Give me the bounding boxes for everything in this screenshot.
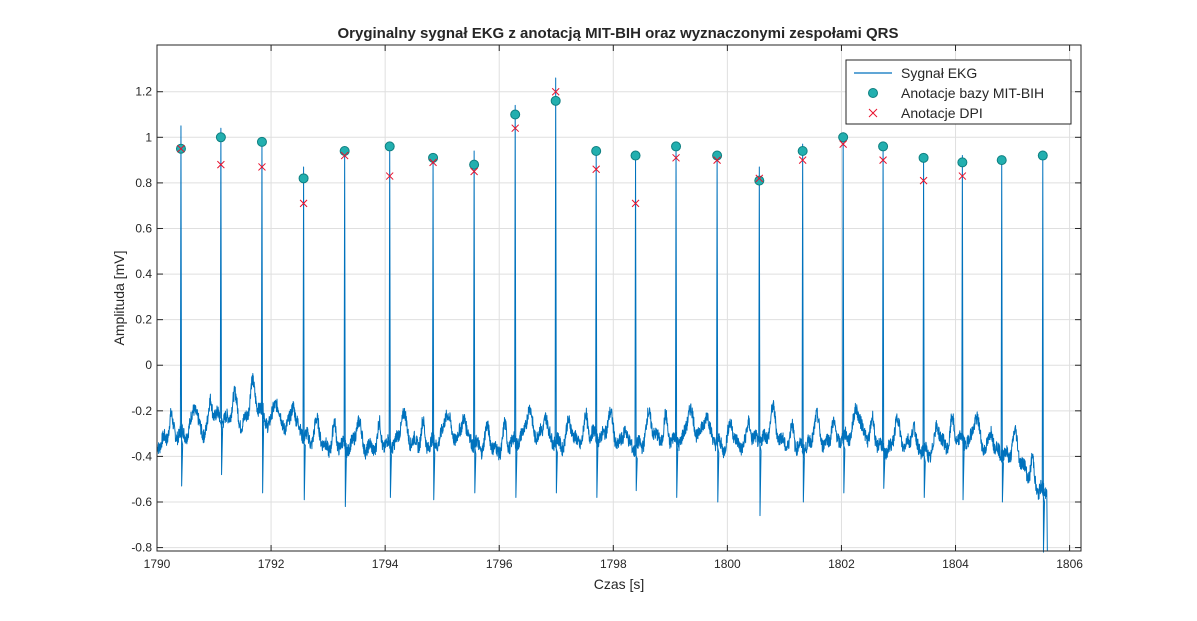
dpi-point bbox=[470, 167, 478, 176]
mitbih-point bbox=[671, 141, 682, 152]
mitbih-point bbox=[510, 109, 521, 120]
mitbih-point bbox=[918, 152, 929, 163]
mitbih-point bbox=[550, 95, 561, 106]
legend: Sygnał EKG Anotacje bazy MIT-BIH Anotacj… bbox=[845, 59, 1072, 125]
plot-area: 1790 1792 1794 1796 1798 1800 1802 1804 1806 -0.8… bbox=[131, 44, 1083, 571]
x-tick-label: 1798 bbox=[600, 557, 627, 571]
dpi-point bbox=[672, 153, 680, 162]
x-tick-label: 1802 bbox=[828, 557, 855, 571]
mitbih-point bbox=[215, 132, 226, 143]
legend-entry-signal: Sygnał EKG bbox=[901, 65, 977, 81]
x-tick-label: 1800 bbox=[714, 557, 741, 571]
y-tick-label: 0.2 bbox=[135, 313, 152, 327]
mitbih-point bbox=[838, 132, 849, 143]
mitbih-point bbox=[256, 136, 267, 147]
legend-entry-mitbih: Anotacje bazy MIT-BIH bbox=[901, 85, 1044, 101]
legend-x-swatch bbox=[868, 108, 878, 118]
legend-entry-dpi: Anotacje DPI bbox=[901, 105, 983, 121]
chart-title: Oryginalny sygnał EKG z anotacją MIT-BIH… bbox=[338, 25, 899, 42]
x-tick-label: 1796 bbox=[486, 557, 513, 571]
mitbih-point bbox=[630, 150, 641, 161]
plot-border bbox=[156, 44, 1082, 552]
legend-circle-swatch bbox=[868, 88, 878, 98]
dpi-point bbox=[299, 199, 308, 208]
y-tick-label: -0.4 bbox=[131, 449, 152, 463]
mitbih-point bbox=[996, 155, 1007, 166]
dpi-point bbox=[879, 156, 887, 164]
dpi-point bbox=[755, 174, 764, 183]
mitbih-point bbox=[754, 175, 765, 186]
dpi-point bbox=[217, 160, 225, 169]
axis-ticks: 1790 1792 1794 1796 1798 1800 1802 1804 1806 -0.8… bbox=[131, 45, 1083, 571]
legend-box bbox=[845, 59, 1072, 125]
dpi-point bbox=[958, 172, 967, 180]
ecg-signal-line bbox=[156, 77, 1048, 553]
mitbih-point bbox=[797, 145, 808, 156]
dpi-point bbox=[631, 199, 640, 208]
mitbih-point bbox=[298, 173, 309, 184]
mitbih-markers bbox=[175, 95, 1048, 186]
x-tick-label: 1792 bbox=[258, 557, 285, 571]
grid-lines bbox=[157, 45, 1081, 551]
y-tick-label: 0 bbox=[145, 358, 152, 372]
x-tick-label: 1806 bbox=[1056, 557, 1083, 571]
y-tick-label: -0.8 bbox=[131, 541, 152, 555]
mitbih-point bbox=[957, 157, 968, 168]
x-axis-label: Czas [s] bbox=[594, 576, 645, 592]
x-tick-label: 1790 bbox=[144, 557, 171, 571]
x-tick-label: 1794 bbox=[372, 557, 399, 571]
y-tick-label: -0.2 bbox=[131, 404, 152, 418]
mitbih-point bbox=[1037, 150, 1048, 161]
mitbih-point bbox=[384, 141, 395, 152]
dpi-point bbox=[340, 151, 349, 160]
dpi-point bbox=[919, 176, 928, 185]
dpi-point bbox=[798, 156, 807, 164]
y-tick-label: 0.4 bbox=[135, 267, 152, 281]
dpi-point bbox=[713, 156, 721, 164]
dpi-point bbox=[839, 140, 848, 149]
mitbih-point bbox=[339, 145, 350, 156]
mitbih-point bbox=[591, 145, 602, 156]
dpi-point bbox=[429, 158, 437, 167]
y-tick-label: 1.2 bbox=[135, 85, 152, 99]
y-tick-label: -0.6 bbox=[131, 495, 152, 509]
y-axis-label: Amplituda [mV] bbox=[111, 251, 127, 346]
dpi-point bbox=[511, 124, 520, 133]
mitbih-point bbox=[878, 141, 889, 152]
dpi-point bbox=[177, 144, 185, 153]
dpi-point bbox=[385, 172, 394, 180]
dpi-markers bbox=[177, 87, 967, 208]
y-tick-label: 1 bbox=[145, 130, 152, 144]
y-tick-label: 0.8 bbox=[135, 176, 152, 190]
dpi-point bbox=[592, 165, 601, 174]
y-tick-label: 0.6 bbox=[135, 221, 152, 235]
mitbih-point bbox=[469, 159, 480, 170]
signal-layer bbox=[156, 77, 1048, 553]
dpi-point bbox=[258, 163, 266, 171]
mitbih-point bbox=[712, 150, 723, 161]
x-tick-label: 1804 bbox=[942, 557, 969, 571]
mitbih-point bbox=[428, 152, 439, 163]
plot-background bbox=[157, 45, 1081, 551]
dpi-point bbox=[551, 87, 560, 96]
